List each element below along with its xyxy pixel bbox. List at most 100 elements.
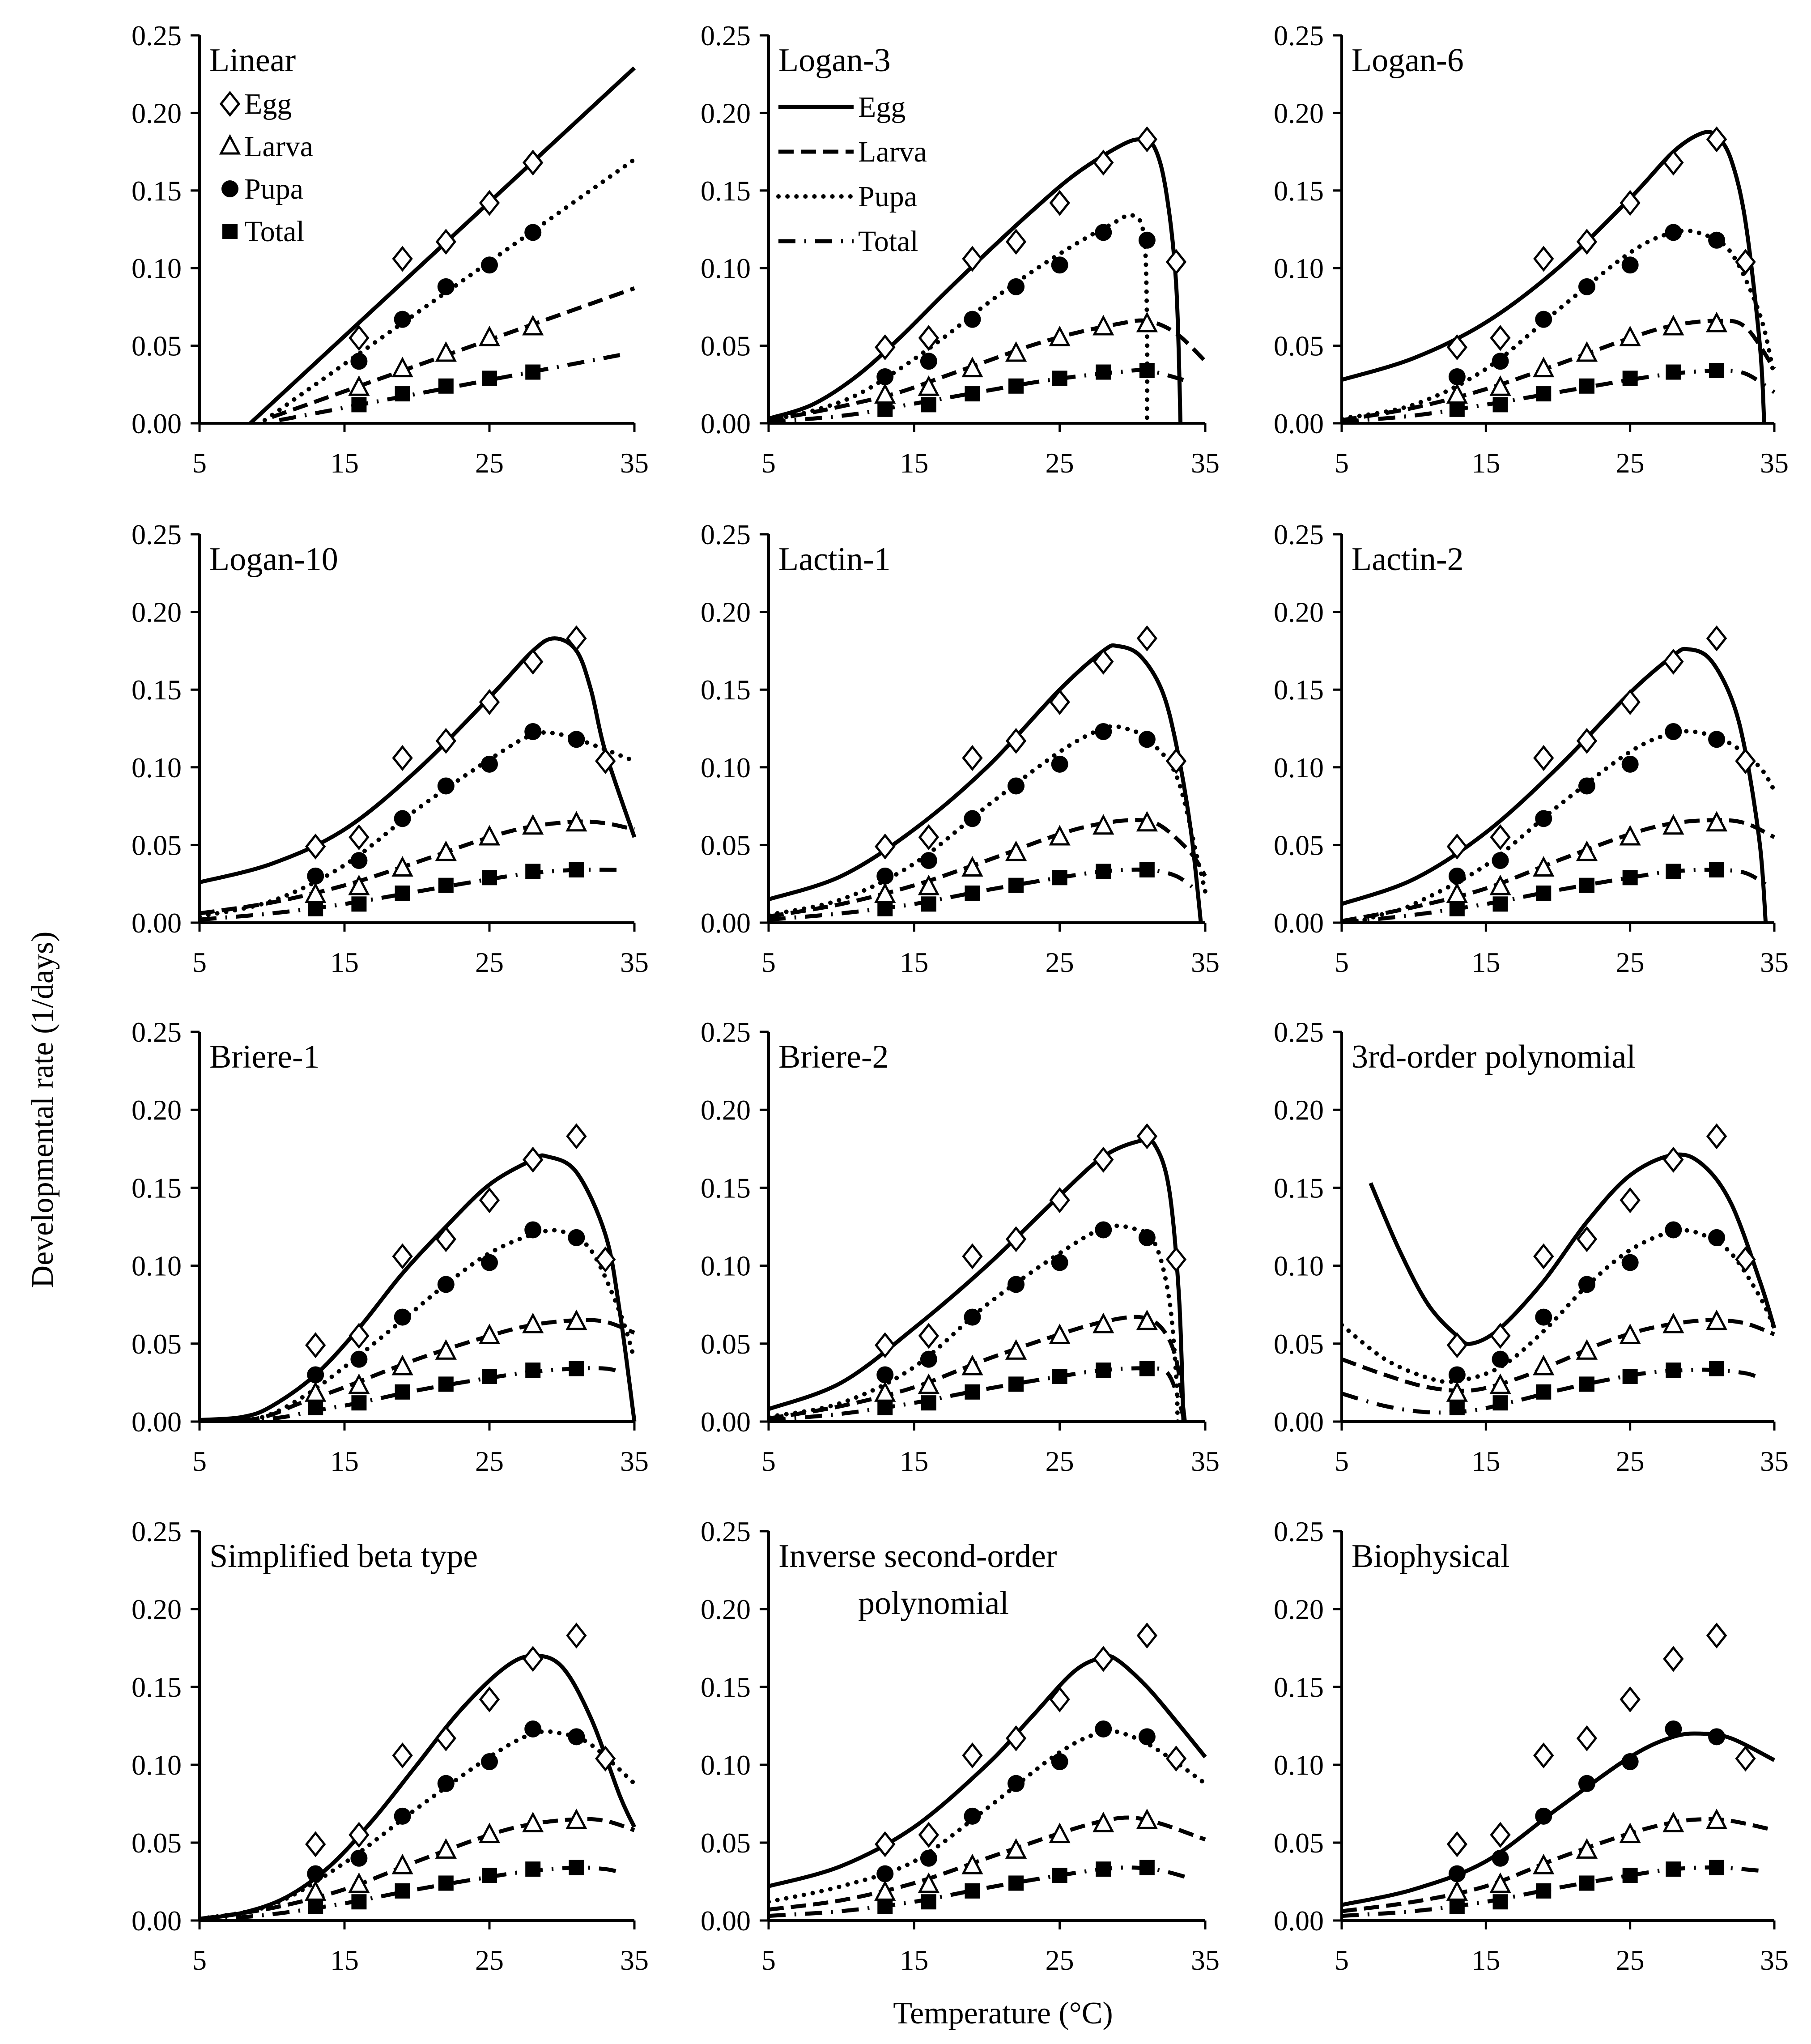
egg-point bbox=[1446, 1831, 1468, 1857]
y-tick-label: 0.20 bbox=[132, 1094, 182, 1126]
egg-point bbox=[566, 1622, 587, 1649]
total-point bbox=[1449, 901, 1465, 916]
egg-point bbox=[1620, 1686, 1641, 1712]
panel-title: Logan-10 bbox=[209, 541, 338, 578]
egg-point bbox=[479, 1187, 500, 1214]
x-tick-label: 15 bbox=[330, 1445, 359, 1477]
x-tick-label: 25 bbox=[475, 1944, 504, 1976]
total-point bbox=[965, 1384, 980, 1400]
larva-point bbox=[565, 1808, 587, 1829]
egg-point bbox=[1533, 246, 1554, 272]
x-tick-label: 25 bbox=[1046, 1944, 1074, 1976]
egg-point bbox=[392, 246, 413, 272]
egg-point bbox=[1663, 1646, 1684, 1672]
total-point bbox=[395, 386, 410, 402]
x-tick-label: 25 bbox=[1616, 946, 1645, 978]
total-point bbox=[921, 1894, 936, 1910]
total-point bbox=[1052, 1368, 1067, 1384]
x-tick-label: 25 bbox=[475, 946, 504, 978]
y-tick-label: 0.10 bbox=[1274, 1749, 1324, 1781]
egg-point bbox=[875, 334, 896, 361]
total-fit-curve bbox=[769, 1366, 1187, 1422]
egg-point bbox=[1706, 625, 1727, 652]
pupa-point bbox=[481, 256, 498, 274]
egg-point bbox=[918, 824, 940, 851]
x-tick-label: 25 bbox=[475, 447, 504, 479]
pupa-point bbox=[1008, 1775, 1025, 1792]
larva-point bbox=[918, 1373, 940, 1394]
pupa-point bbox=[1535, 311, 1552, 328]
total-point bbox=[438, 1376, 454, 1392]
y-tick-label: 0.15 bbox=[132, 1172, 182, 1204]
pupa-point bbox=[1578, 777, 1595, 795]
pupa-point bbox=[350, 353, 368, 370]
larva-point bbox=[522, 1312, 544, 1333]
x-tick-label: 25 bbox=[1046, 946, 1074, 978]
egg-fit-curve bbox=[200, 636, 637, 885]
total-point bbox=[1096, 1363, 1111, 1378]
larva-point bbox=[1489, 874, 1511, 895]
total-point bbox=[351, 896, 367, 912]
pupa-point bbox=[876, 1865, 894, 1882]
total-point bbox=[965, 886, 980, 901]
larva-point bbox=[348, 1872, 370, 1893]
egg-point bbox=[1165, 1246, 1187, 1273]
pupa-point bbox=[307, 867, 324, 885]
pupa-point bbox=[1492, 353, 1509, 370]
larva-point bbox=[522, 814, 544, 835]
pupa-point bbox=[1138, 1728, 1156, 1746]
x-tick-label: 35 bbox=[620, 946, 649, 978]
egg-point bbox=[1663, 1146, 1684, 1173]
y-tick-label: 0.25 bbox=[1274, 519, 1324, 550]
y-tick-label: 0.25 bbox=[701, 519, 751, 550]
y-tick-label: 0.00 bbox=[1274, 1905, 1324, 1937]
pupa-point bbox=[394, 810, 411, 827]
pupa-point bbox=[437, 1276, 455, 1293]
y-tick-label: 0.05 bbox=[132, 1827, 182, 1859]
pupa-point bbox=[1138, 1229, 1156, 1246]
egg-point bbox=[349, 1323, 370, 1349]
egg-point bbox=[349, 824, 370, 851]
egg-point bbox=[219, 90, 241, 117]
x-tick-label: 25 bbox=[1046, 1445, 1074, 1477]
panel-title: Lactin-2 bbox=[1352, 541, 1464, 578]
larva-point bbox=[1619, 325, 1641, 346]
total-point bbox=[1709, 1860, 1725, 1875]
total-point bbox=[877, 1400, 893, 1415]
egg-point bbox=[1576, 1725, 1598, 1751]
pupa-point bbox=[1051, 1254, 1068, 1271]
pupa-point bbox=[1008, 777, 1025, 795]
pupa-point bbox=[481, 1753, 498, 1771]
total-point bbox=[308, 901, 323, 916]
larva-point bbox=[1533, 856, 1555, 877]
y-tick-label: 0.00 bbox=[132, 907, 182, 939]
total-point bbox=[308, 1400, 323, 1415]
x-tick-label: 15 bbox=[900, 946, 928, 978]
pupa-point bbox=[524, 224, 542, 241]
pupa-point bbox=[1708, 1728, 1726, 1746]
panel-8: 0.00 0.05 0.10 0.15 0.20 0.25 5 15 25 35 Briere-2 bbox=[701, 1016, 1220, 1477]
larva-point bbox=[1705, 811, 1728, 832]
total-point bbox=[1492, 397, 1508, 413]
egg-point bbox=[1735, 1246, 1756, 1273]
total-point bbox=[395, 886, 410, 901]
y-tick-label: 0.10 bbox=[701, 1250, 751, 1282]
pupa-fit-curve bbox=[200, 730, 637, 919]
pupa-point bbox=[1665, 1221, 1682, 1239]
total-point bbox=[1139, 862, 1155, 877]
total-point bbox=[482, 870, 497, 886]
egg-point bbox=[918, 325, 940, 351]
pupa-point bbox=[394, 1807, 411, 1825]
total-point bbox=[438, 1875, 454, 1891]
larva-point bbox=[1049, 1324, 1071, 1344]
total-point bbox=[1666, 364, 1681, 380]
larva-point bbox=[348, 375, 370, 396]
y-tick-label: 0.05 bbox=[1274, 1827, 1324, 1859]
total-fit-curve bbox=[1342, 1865, 1760, 1918]
pupa-point bbox=[1578, 278, 1595, 295]
pupa-point bbox=[1138, 731, 1156, 748]
egg-point bbox=[479, 1686, 500, 1712]
larva-point bbox=[1619, 1324, 1641, 1344]
total-point bbox=[569, 862, 584, 877]
egg-fit-curve bbox=[769, 1654, 1207, 1888]
